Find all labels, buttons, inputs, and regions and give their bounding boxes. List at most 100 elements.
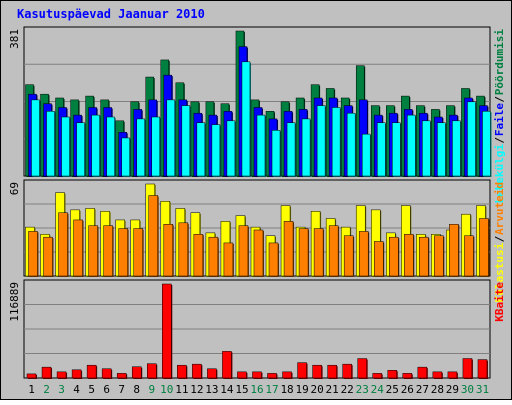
- bar-lehekülgi-day22: [346, 112, 356, 177]
- bar-kbaite-day24: [372, 373, 382, 379]
- bar-lehekülgi-day25: [392, 122, 401, 177]
- bar-kbaite-day16: [252, 371, 262, 379]
- bar-kbaite-day17: [267, 373, 277, 379]
- x-axis-labels: 1 2 3 4 5 6 7 8 9 10 11 12 13 14 15 16 17 18 19 20 21 22 23 24 2…: [28, 383, 489, 396]
- x-tick-label: 28: [431, 383, 444, 396]
- panel-middle-ymax-label: 69: [8, 182, 21, 195]
- bar-lehekülgi-day13: [211, 124, 221, 177]
- bar-kbaite-day9: [147, 363, 157, 379]
- x-tick-label: 21: [326, 383, 339, 396]
- bar-lehekülgi-day19: [301, 118, 311, 177]
- legend-arvuteid: Arvuteid: [493, 182, 506, 235]
- x-tick-label: 22: [341, 383, 354, 396]
- bar-arvuteid-day5: [88, 225, 98, 277]
- bar-arvuteid-day23: [358, 231, 369, 277]
- x-tick-label: 13: [205, 383, 218, 396]
- bar-arvuteid-day18: [283, 221, 294, 277]
- panel-middle-legend: Külastusi Arvuteid/: [493, 182, 506, 302]
- bar-arvuteid-day8: [133, 228, 143, 277]
- x-tick-label: 30: [461, 383, 474, 396]
- bar-lehekülgi-day7: [121, 137, 130, 177]
- bar-arvuteid-day29: [449, 224, 459, 277]
- x-tick-label: 29: [446, 383, 459, 396]
- bar-arvuteid-day27: [419, 236, 429, 277]
- bar-lehekülgi-day17: [271, 130, 281, 177]
- bar-kbaite-day2: [41, 366, 52, 379]
- bar-lehekülgi-day20: [316, 105, 326, 177]
- bar-lehekülgi-day21: [331, 107, 341, 177]
- chart-title: Kasutuspäevad Jaanuar 2010: [17, 7, 205, 21]
- bar-kbaite-day8: [131, 366, 142, 379]
- bar-arvuteid-day16: [253, 229, 264, 277]
- bar-lehekülgi-day28: [437, 122, 446, 177]
- bar-arvuteid-day4: [73, 219, 83, 277]
- legend-kbaite: KBaite: [493, 282, 506, 322]
- x-tick-label: 12: [190, 383, 203, 396]
- x-tick-label: 25: [386, 383, 399, 396]
- legend-separator: /: [493, 96, 506, 103]
- bar-kbaite-day6: [101, 368, 112, 379]
- bar-kbaite-day23: [357, 358, 367, 379]
- x-tick-label: 26: [401, 383, 414, 396]
- bar-lehekülgi-day18: [286, 122, 296, 177]
- x-tick-label: 7: [118, 383, 125, 396]
- bar-kbaite-day27: [417, 366, 428, 379]
- bar-arvuteid-day15: [238, 225, 249, 277]
- bar-lehekülgi-day3: [61, 116, 70, 177]
- bar-kbaite-day5: [86, 364, 97, 379]
- bar-arvuteid-day21: [328, 225, 339, 277]
- bar-kbaite-day25: [387, 370, 398, 379]
- panel-bottom-legend: KBaite: [493, 282, 506, 322]
- bar-lehekülgi-day10: [166, 99, 176, 177]
- bar-kbaite-day10: [162, 283, 172, 379]
- bar-arvuteid-day6: [103, 225, 113, 277]
- x-tick-label: 14: [220, 383, 234, 396]
- bar-kbaite-day3: [56, 371, 67, 379]
- bar-arvuteid-day11: [178, 222, 189, 277]
- bar-lehekülgi-day14: [226, 120, 236, 177]
- bar-arvuteid-day13: [208, 236, 219, 277]
- bar-kbaite-day26: [402, 373, 413, 379]
- bar-lehekülgi-day8: [136, 118, 145, 177]
- bar-kbaite-day14: [222, 351, 232, 379]
- x-tick-label: 20: [311, 383, 324, 396]
- bar-arvuteid-day26: [404, 234, 414, 277]
- panel-top-ymax-label: 381: [8, 29, 21, 49]
- x-tick-label: 27: [416, 383, 429, 396]
- legend-lehekülgi: Lehekülgi: [493, 144, 506, 204]
- x-tick-label: 11: [175, 383, 188, 396]
- bar-lehekülgi-day27: [422, 120, 431, 177]
- x-tick-label: 1: [28, 383, 35, 396]
- bar-lehekülgi-day30: [467, 101, 476, 177]
- bar-arvuteid-day9: [148, 195, 159, 277]
- bar-kbaite-day12: [192, 363, 202, 379]
- bar-kbaite-day20: [312, 364, 322, 379]
- bar-arvuteid-day24: [373, 241, 384, 277]
- bar-lehekülgi-day9: [151, 116, 161, 177]
- x-tick-label: 2: [43, 383, 50, 396]
- legend-külastusi: Külastusi: [493, 242, 506, 302]
- x-tick-label: 31: [476, 383, 489, 396]
- legend-separator: /: [493, 235, 506, 242]
- bar-kbaite-day13: [207, 368, 217, 379]
- bar-kbaite-day15: [237, 371, 247, 379]
- bar-lehekülgi-day24: [376, 122, 386, 177]
- bar-arvuteid-day1: [28, 231, 38, 277]
- x-tick-label: 5: [88, 383, 95, 396]
- bar-kbaite-day22: [342, 363, 352, 379]
- bar-arvuteid-day2: [43, 236, 53, 277]
- bar-arvuteid-day22: [343, 235, 354, 277]
- bar-lehekülgi-day6: [106, 116, 115, 177]
- panel-bottom: 116889 KBaite: [8, 279, 506, 379]
- bar-lehekülgi-day31: [482, 111, 491, 177]
- bar-arvuteid-day30: [464, 235, 474, 277]
- bar-lehekülgi-day12: [196, 122, 206, 177]
- x-tick-label: 10: [160, 383, 173, 396]
- legend-pöördumisi: Pöördumisi: [493, 29, 506, 96]
- bar-arvuteid-day25: [389, 236, 399, 277]
- x-tick-label: 4: [73, 383, 80, 396]
